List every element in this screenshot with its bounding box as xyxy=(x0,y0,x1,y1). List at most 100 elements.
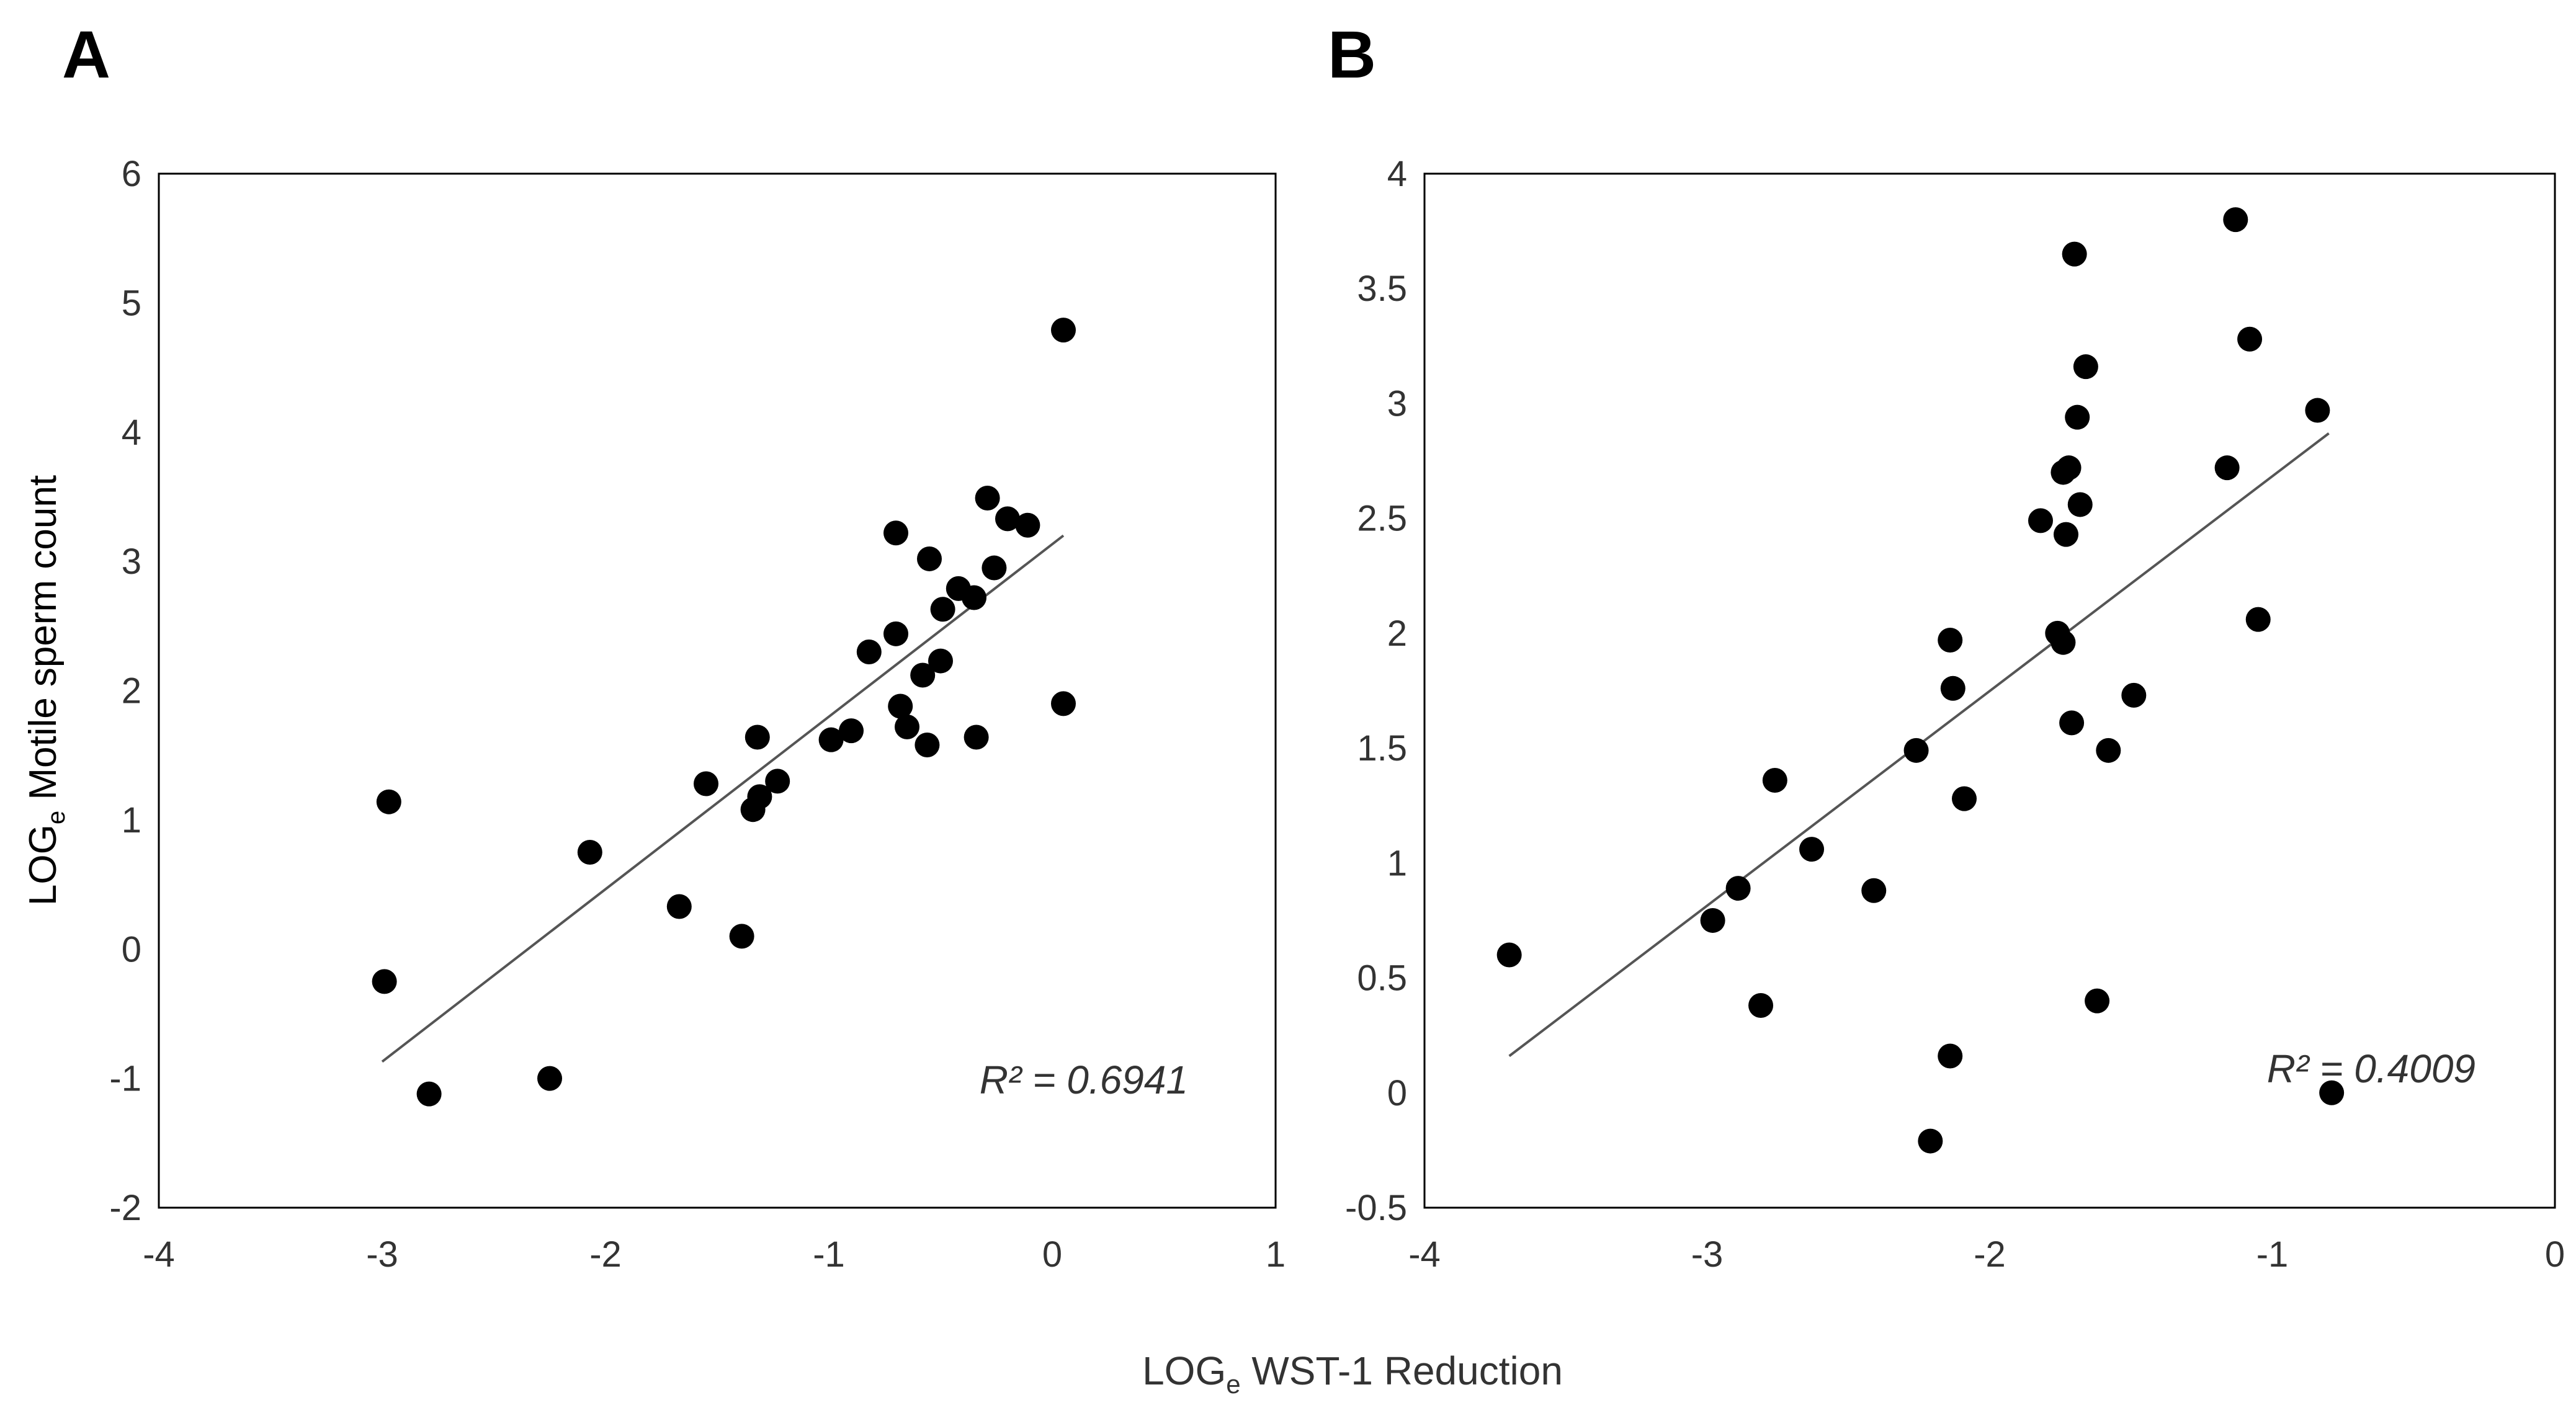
panel-b-y-tick-label: 0 xyxy=(1387,1073,1407,1113)
panel-b-data-point xyxy=(1725,876,1751,901)
panel-a-data-point xyxy=(982,555,1007,581)
panel-a-y-tick-label: 5 xyxy=(122,283,141,323)
panel-a-data-point xyxy=(839,718,864,744)
panel-a-x-tick-label: 0 xyxy=(1042,1234,1062,1275)
panel-b-data-point xyxy=(1940,675,1966,701)
panel-b-y-tick-labels: -0.5 0 0.5 1 1.5 2 2.5 3 3.5 4 xyxy=(1345,154,1407,1228)
panel-a-data-point xyxy=(372,969,397,994)
panel-b-data-point xyxy=(1799,837,1825,862)
panel-b-data-point xyxy=(2223,207,2248,233)
panel-b-data-point xyxy=(1861,878,1887,903)
shared-x-axis-label: LOGe WST-1 Reduction xyxy=(1142,1348,1563,1399)
panel-b-y-tick-label: 1 xyxy=(1387,843,1407,883)
panel-b-data-point xyxy=(2051,630,2076,655)
panel-a-data-point xyxy=(910,662,936,688)
x-axis-label-main: LOG xyxy=(1142,1348,1226,1393)
panel-b-data-point xyxy=(2062,241,2087,267)
panel-b-y-tick-label: 3 xyxy=(1387,383,1407,424)
panel-b-data-point xyxy=(1938,628,1963,653)
panel-a-data-point xyxy=(1051,318,1076,343)
panel-b-data-point xyxy=(1700,907,1725,933)
panel-b-data-point xyxy=(1762,767,1787,793)
panel-a-y-axis-label-sub: e xyxy=(43,811,70,824)
panel-a-y-axis-label-rest: Motile sperm count xyxy=(22,475,65,811)
panel-b-data-point xyxy=(1952,786,1977,811)
panel-b-x-tick-label: -1 xyxy=(2256,1234,2289,1275)
panel-a-data-point xyxy=(818,727,844,752)
panel-b-data-points xyxy=(1496,207,2345,1154)
panel-b-data-point xyxy=(2065,404,2090,430)
panel-b-y-tick-label: 0.5 xyxy=(1357,958,1407,999)
x-axis-label-rest: WST-1 Reduction xyxy=(1241,1348,1563,1393)
panel-b-data-point xyxy=(1748,993,1774,1019)
panel-b-r-squared: R² = 0.4009 xyxy=(2267,1046,2475,1091)
panel-a-r-squared: R² = 0.6941 xyxy=(980,1058,1188,1102)
panel-b-data-point xyxy=(2067,492,2093,517)
panel-a-data-point xyxy=(928,648,953,674)
panel-a-x-tick-label: -3 xyxy=(366,1234,398,1275)
panel-b-y-tick-label: 2 xyxy=(1387,613,1407,654)
panel-a-y-tick-labels: -2 -1 0 1 2 3 4 5 6 xyxy=(109,154,141,1228)
panel-a-x-tick-label: -4 xyxy=(143,1234,175,1275)
panel-b-plot-area xyxy=(1423,172,2556,1209)
panel-a-y-tick-label: 0 xyxy=(122,929,141,969)
panel-a-data-point xyxy=(883,621,908,646)
panel-b-x-tick-label: -3 xyxy=(1691,1234,1724,1275)
panel-a-data-point xyxy=(729,924,754,949)
panel-a-data-point xyxy=(1015,512,1040,538)
panel-a-data-point xyxy=(975,486,1000,511)
panel-b-data-point xyxy=(2096,738,2121,763)
panel-a-trendline xyxy=(381,534,1065,1063)
panel-b-x-tick-label: -4 xyxy=(1408,1234,1441,1275)
panel-b-data-point xyxy=(1903,738,1929,763)
panel-a-x-tick-label: 1 xyxy=(1266,1234,1286,1275)
panel-b-label: B xyxy=(1328,17,1376,92)
panel-b-data-point xyxy=(2245,607,2271,632)
panel-a-data-point xyxy=(694,771,718,796)
panel-a-data-point xyxy=(666,894,692,919)
panel-b-y-tick-label: 2.5 xyxy=(1357,499,1407,539)
panel-a-data-point xyxy=(962,585,986,610)
panel-b-y-tick-label: 1.5 xyxy=(1357,728,1407,769)
panel-a-data-point xyxy=(577,839,602,865)
panel-b-data-point xyxy=(2056,455,2082,481)
panel-a-data-point xyxy=(537,1066,562,1091)
panel-a-data-point xyxy=(964,724,989,750)
panel-b-x-tick-label: -2 xyxy=(1974,1234,2006,1275)
panel-a-data-point xyxy=(856,639,882,664)
panel-a-data-point xyxy=(995,506,1020,532)
panel-a-data-point xyxy=(883,520,908,546)
panel-a-data-points xyxy=(372,318,1076,1107)
panel-a-y-tick-label: 2 xyxy=(122,671,141,711)
panel-b-data-point xyxy=(1496,942,1522,968)
panel-a-x-tick-label: -2 xyxy=(589,1234,622,1275)
panel-a-plot-area xyxy=(158,172,1277,1209)
panel-b-x-tick-label: 0 xyxy=(2545,1234,2565,1275)
panel-a-data-point xyxy=(895,714,919,739)
panel-a-data-point xyxy=(765,769,790,794)
panel-a-data-point xyxy=(917,546,942,571)
panel-a-y-axis-label-main: LOG xyxy=(22,824,65,906)
panel-a: A -2 -1 0 1 2 3 4 5 6 -4 -3 -2 -1 0 1 LOGe Motile spe… xyxy=(22,17,1286,1275)
panel-a-y-tick-label: 6 xyxy=(122,154,141,194)
panel-a-y-tick-label: -2 xyxy=(109,1188,141,1228)
panel-b-data-point xyxy=(2305,398,2330,423)
panel-b-data-point xyxy=(2028,508,2053,533)
x-axis-label-sub: e xyxy=(1226,1370,1240,1399)
panel-b-x-tick-labels: -4 -3 -2 -1 0 xyxy=(1408,1234,2565,1275)
panel-a-data-point xyxy=(888,693,913,719)
panel-b-data-point xyxy=(2214,455,2240,481)
panel-b-y-tick-label: 3.5 xyxy=(1357,269,1407,309)
panel-a-data-point xyxy=(747,784,772,809)
panel-a-data-point xyxy=(416,1081,442,1107)
panel-b-data-point xyxy=(2237,326,2263,352)
panel-b-data-point xyxy=(2319,1080,2345,1105)
panel-a-data-point xyxy=(915,733,940,758)
panel-b-data-point xyxy=(1918,1128,1943,1154)
panel-b-y-tick-label: -0.5 xyxy=(1345,1188,1407,1228)
panel-a-y-tick-label: 1 xyxy=(122,800,141,840)
panel-a-data-point xyxy=(1051,691,1076,716)
panel-a-data-point xyxy=(376,789,401,814)
panel-a-y-tick-label: 4 xyxy=(122,412,141,453)
